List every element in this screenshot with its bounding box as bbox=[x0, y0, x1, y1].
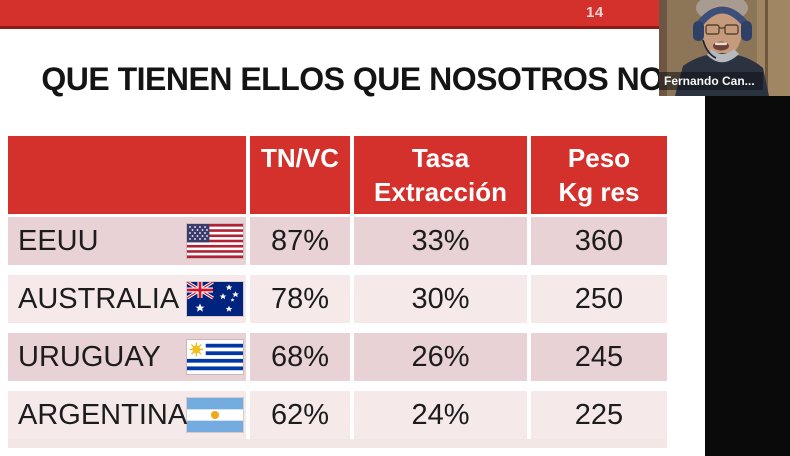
webcam-video-tile[interactable]: Fernando Can... bbox=[659, 0, 790, 96]
table-cell-tnvc: 87% bbox=[250, 217, 350, 265]
table-bottom-edge bbox=[8, 439, 667, 448]
argentina-flag-icon bbox=[187, 398, 244, 432]
table-cell-tasa: 26% bbox=[354, 333, 527, 381]
table-header-row: TN/VC Tasa Extracción Peso Kg res bbox=[8, 136, 667, 214]
slide-top-bar: 14 bbox=[0, 0, 705, 29]
participant-name-label: Fernando Can... bbox=[659, 72, 763, 90]
table-row-eeuu-country: EEUU bbox=[8, 217, 246, 265]
australia-flag-icon bbox=[187, 282, 243, 316]
table-row-australia-country: AUSTRALIA bbox=[8, 275, 246, 323]
table-cell-tasa: 24% bbox=[354, 391, 527, 439]
table-cell-tnvc: 68% bbox=[250, 333, 350, 381]
header-cell-tnvc: TN/VC bbox=[250, 136, 350, 214]
country-label: AUSTRALIA bbox=[18, 282, 180, 315]
table-cell-peso: 225 bbox=[531, 391, 667, 439]
table-cell-tasa: 30% bbox=[354, 275, 527, 323]
table-row-argentina-country: ARGENTINA bbox=[8, 391, 246, 439]
header-cell-country bbox=[8, 136, 246, 214]
country-label: URUGUAY bbox=[18, 340, 161, 373]
table-cell-tnvc: 78% bbox=[250, 275, 350, 323]
table-cell-peso: 250 bbox=[531, 275, 667, 323]
header-cell-tasa-extraccion: Tasa Extracción bbox=[354, 136, 527, 214]
header-peso-line1: Peso bbox=[567, 143, 631, 173]
country-label: ARGENTINA bbox=[18, 398, 188, 431]
table-row-uruguay-country: URUGUAY bbox=[8, 333, 246, 381]
country-label: EEUU bbox=[18, 224, 99, 257]
table-cell-peso: 360 bbox=[531, 217, 667, 265]
table-cell-peso: 245 bbox=[531, 333, 667, 381]
header-cell-peso-kg-res: Peso Kg res bbox=[531, 136, 667, 214]
slide-page-number: 14 bbox=[586, 4, 604, 21]
header-tasa-line2: Extracción bbox=[374, 177, 507, 207]
usa-flag-icon bbox=[187, 224, 243, 258]
slide-title: QUE TIENEN ELLOS QUE NOSOTROS NO bbox=[41, 61, 664, 97]
table-body: EEUU bbox=[8, 217, 667, 439]
table-cell-tasa: 33% bbox=[354, 217, 527, 265]
table-cell-tnvc: 62% bbox=[250, 391, 350, 439]
header-tasa-line1: Tasa bbox=[411, 143, 470, 173]
comparison-table: TN/VC Tasa Extracción Peso Kg res EEUU bbox=[8, 136, 667, 448]
header-peso-line2: Kg res bbox=[558, 177, 640, 207]
uruguay-flag-icon bbox=[187, 340, 243, 374]
